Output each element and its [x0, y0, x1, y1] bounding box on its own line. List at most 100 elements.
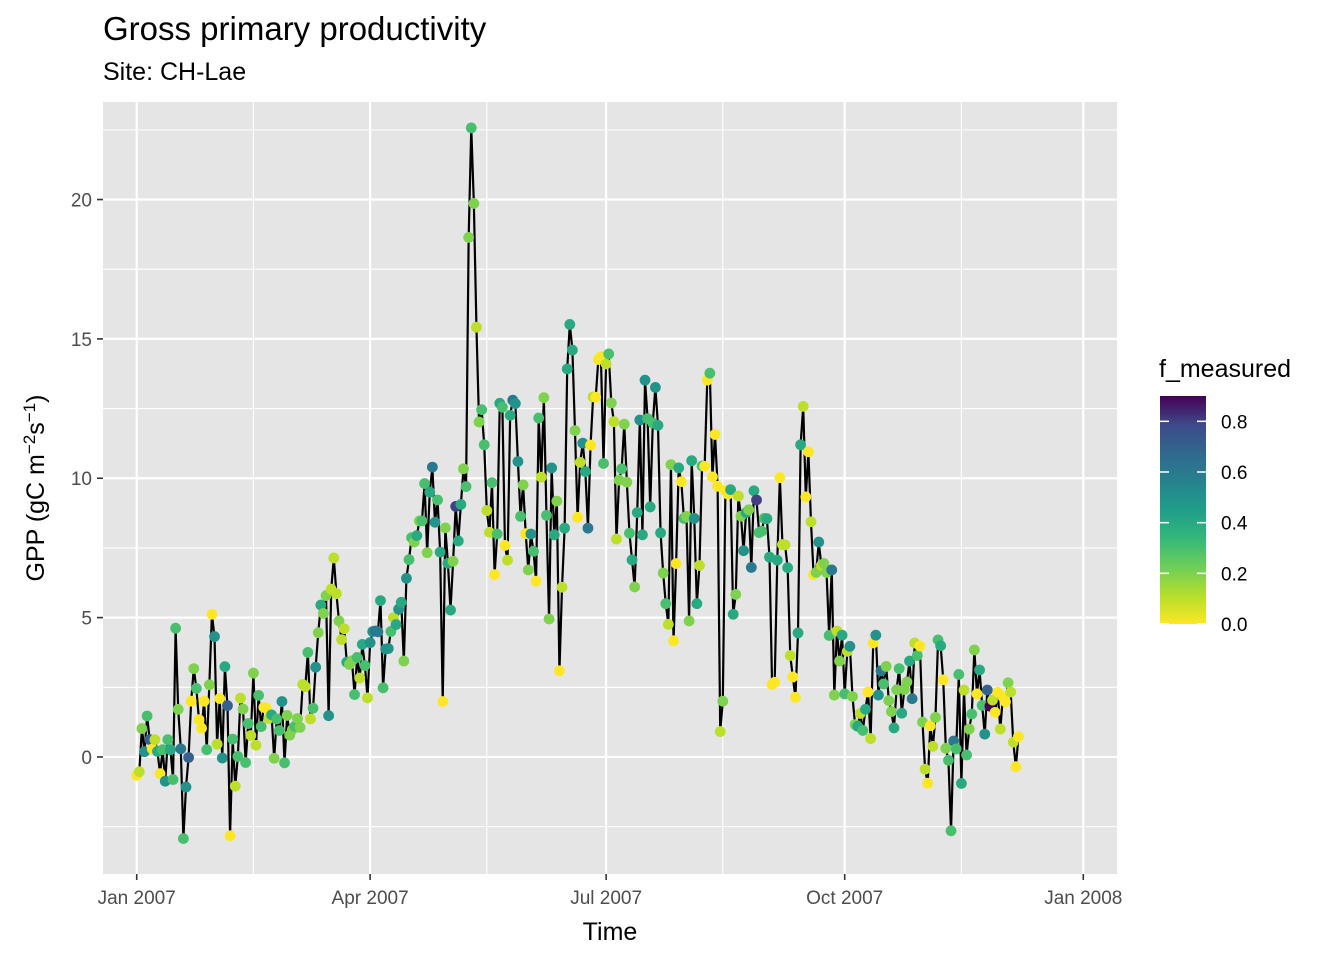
gpp-point	[911, 650, 923, 661]
gpp-point	[873, 689, 884, 701]
gpp-point	[310, 661, 322, 673]
gpp-point	[608, 416, 620, 428]
gpp-point	[924, 720, 936, 732]
gpp-point	[976, 699, 988, 711]
gpp-point	[522, 564, 534, 576]
legend-tick-label: 0.6	[1221, 463, 1247, 484]
gpp-point	[351, 652, 363, 663]
legend-tick-label: 0.8	[1221, 412, 1247, 433]
gpp-point	[525, 528, 537, 540]
gpp-point	[305, 713, 316, 725]
gpp-point	[424, 486, 436, 498]
gpp-point	[398, 655, 410, 667]
gpp-point	[590, 391, 602, 403]
gpp-point	[375, 595, 386, 606]
gpp-point	[836, 629, 848, 641]
gpp-point	[188, 663, 200, 674]
gpp-point	[885, 706, 897, 717]
gpp-point	[862, 686, 874, 698]
gpp-point	[922, 777, 934, 789]
gpp-point	[779, 539, 791, 551]
gpp-point	[535, 471, 547, 483]
gpp-point	[567, 344, 578, 356]
y-tick-label: 5	[81, 609, 92, 630]
gpp-point	[769, 676, 781, 688]
gpp-point	[611, 533, 622, 545]
gpp-point	[883, 695, 895, 707]
gpp-point	[657, 567, 669, 579]
gpp-point	[219, 661, 231, 673]
legend-colorbar	[1160, 396, 1206, 624]
gpp-point	[847, 691, 858, 702]
x-tick-label: Jan 2007	[98, 888, 176, 909]
gpp-point	[318, 608, 329, 619]
gpp-point	[979, 728, 991, 740]
gpp-point	[432, 494, 443, 506]
gpp-point	[478, 439, 490, 451]
gpp-point	[190, 682, 202, 694]
gpp-point	[419, 478, 430, 489]
gpp-point	[968, 644, 980, 656]
gpp-point	[605, 397, 617, 409]
gpp-point	[756, 525, 768, 537]
gpp-point	[382, 643, 394, 654]
gpp-point	[782, 562, 794, 574]
gpp-point	[694, 560, 705, 571]
gpp-point	[229, 780, 241, 792]
gpp-point	[704, 367, 716, 379]
gpp-point	[994, 723, 1006, 735]
gpp-point	[538, 392, 550, 404]
x-tick-label: Jul 2007	[570, 888, 642, 909]
gpp-point	[302, 647, 314, 658]
gpp-point	[725, 484, 736, 496]
gpp-point	[154, 768, 166, 780]
gpp-point	[937, 674, 949, 686]
gpp-point	[717, 695, 729, 707]
gpp-point	[989, 706, 1001, 718]
gpp-point	[206, 608, 218, 620]
gpp-point	[644, 501, 656, 513]
gpp-point	[1000, 696, 1011, 708]
gpp-point	[242, 718, 254, 729]
gpp-point	[548, 529, 560, 541]
gpp-point	[686, 455, 698, 467]
gpp-point	[626, 554, 638, 566]
gpp-point	[738, 545, 749, 557]
gpp-point	[792, 627, 804, 639]
y-tick-label: 15	[71, 330, 92, 351]
gpp-point	[331, 588, 342, 600]
gpp-point	[196, 722, 207, 734]
gpp-point	[930, 711, 941, 723]
gpp-point	[834, 655, 845, 667]
gpp-point	[276, 696, 288, 707]
gpp-point	[865, 733, 877, 744]
gpp-point	[893, 663, 905, 674]
gpp-point	[533, 412, 545, 424]
gpp-point	[429, 516, 441, 528]
legend-tick-label: 0.2	[1221, 564, 1247, 585]
gpp-point	[362, 692, 373, 704]
gpp-point	[349, 689, 360, 700]
gpp-point	[598, 458, 609, 469]
gpp-point	[496, 401, 508, 413]
gpp-point	[491, 528, 503, 540]
gpp-point	[927, 740, 939, 752]
gpp-point	[463, 232, 475, 243]
gpp-point	[198, 695, 210, 707]
gpp-point	[458, 463, 469, 475]
gpp-point	[675, 476, 687, 487]
gpp-point	[476, 404, 488, 416]
gpp-point	[426, 461, 438, 473]
gpp-point	[940, 742, 952, 754]
gpp-point	[437, 696, 449, 707]
gpp-point	[668, 635, 679, 647]
gpp-point	[870, 629, 882, 641]
gpp-point	[943, 754, 954, 766]
gpp-point	[691, 598, 703, 610]
gpp-point	[543, 613, 555, 625]
gpp-point	[860, 703, 871, 715]
gpp-point	[411, 530, 423, 542]
legend-title: f_measured	[1159, 355, 1291, 383]
gpp-point	[956, 778, 967, 789]
gpp-point	[662, 618, 674, 630]
